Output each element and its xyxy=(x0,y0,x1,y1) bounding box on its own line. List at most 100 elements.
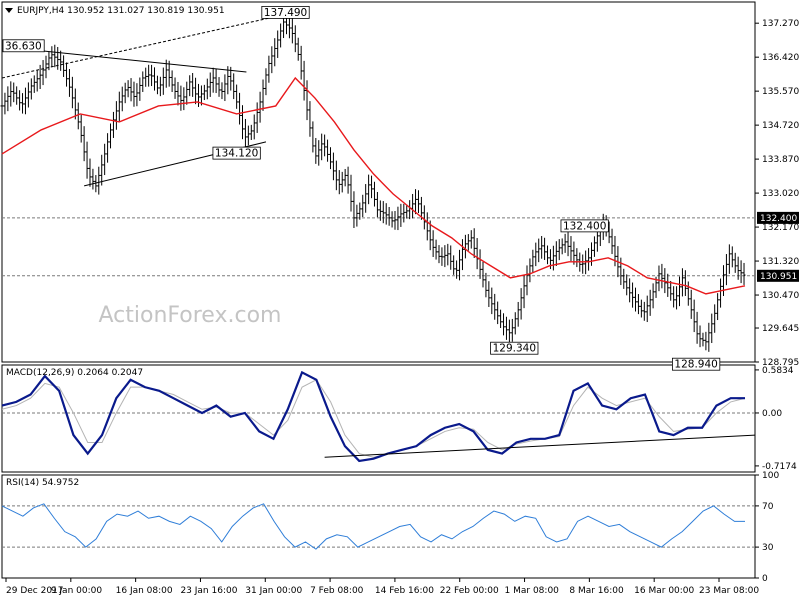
price-bar xyxy=(390,211,394,228)
price-bar xyxy=(560,238,564,255)
x-axis-tick-label: 8 Mar 16:00 xyxy=(569,586,624,596)
price-bar xyxy=(3,92,7,115)
price-bar xyxy=(38,64,42,90)
price-bar xyxy=(79,114,83,143)
price-bar xyxy=(67,69,71,97)
price-bar xyxy=(144,67,148,87)
price-bar xyxy=(120,86,124,112)
price-bar xyxy=(197,83,201,107)
moving-average-line xyxy=(1,76,746,295)
price-annotation-label: 132.400 xyxy=(563,220,606,232)
price-bar xyxy=(340,171,344,193)
x-axis-tick-label: 23 Jan 16:00 xyxy=(180,586,237,596)
macd-y-tick-label: 0.00 xyxy=(762,409,782,419)
price-bar xyxy=(334,160,338,191)
price-bar xyxy=(270,46,274,74)
price-bar xyxy=(393,210,397,230)
price-bar xyxy=(458,249,462,281)
price-bar xyxy=(173,77,177,99)
price-bar xyxy=(56,46,60,70)
price-bar xyxy=(628,278,632,303)
price-bar xyxy=(15,86,19,105)
price-bar xyxy=(513,312,517,335)
macd-y-tick-label: 0.5834 xyxy=(762,366,794,376)
price-bar xyxy=(255,102,259,133)
price-annotation-box xyxy=(212,146,261,160)
price-y-tick-label: 131.320 xyxy=(762,257,799,267)
price-bar xyxy=(639,299,643,318)
price-bar xyxy=(499,309,503,328)
price-bar xyxy=(642,301,646,321)
price-bar xyxy=(493,293,497,320)
price-bar xyxy=(164,59,168,88)
price-bar xyxy=(631,282,635,308)
price-bar xyxy=(405,204,409,219)
x-axis-tick-label: 14 Feb 16:00 xyxy=(375,586,434,596)
price-bar xyxy=(742,262,746,285)
price-bar xyxy=(387,207,391,226)
price-bar xyxy=(123,82,127,104)
price-bar xyxy=(103,143,107,176)
price-bar xyxy=(452,255,456,275)
price-bar xyxy=(167,60,171,87)
price-bar xyxy=(636,294,640,315)
price-annotation-label: 36.630 xyxy=(5,40,42,52)
price-bar xyxy=(252,114,256,140)
price-bar xyxy=(23,87,27,115)
x-axis-tick-label: 1 Mar 08:00 xyxy=(505,586,560,596)
rsi-y-tick-label: 30 xyxy=(762,543,774,553)
x-axis-tick-label: 22 Feb 00:00 xyxy=(440,586,499,596)
price-bar xyxy=(35,69,39,92)
price-bar xyxy=(296,37,300,61)
rsi-y-tick-label: 70 xyxy=(762,502,774,512)
price-bar xyxy=(109,123,113,149)
price-bar xyxy=(282,14,286,39)
price-bar xyxy=(554,241,558,266)
price-bar xyxy=(26,82,30,108)
price-bar xyxy=(504,316,508,340)
price-bar xyxy=(472,228,476,258)
price-bar xyxy=(170,70,174,92)
price-bar xyxy=(466,234,470,251)
price-bar xyxy=(378,200,382,221)
price-bar xyxy=(727,244,731,274)
price-bar xyxy=(358,202,362,220)
price-y-tick-label: 132.170 xyxy=(762,223,799,233)
price-bar xyxy=(622,268,626,289)
price-bar xyxy=(625,274,629,296)
price-bar xyxy=(32,75,36,93)
x-axis-tick-label: 16 Jan 08:00 xyxy=(116,586,173,596)
price-y-tick-label: 135.570 xyxy=(762,87,799,97)
price-bar xyxy=(276,30,280,58)
price-bar xyxy=(337,170,341,195)
price-bar xyxy=(100,154,104,186)
price-bar xyxy=(692,299,696,333)
price-bar xyxy=(710,313,714,344)
rsi-title: RSI(14) 54.9752 xyxy=(6,478,79,488)
price-bar xyxy=(666,273,670,297)
price-bar xyxy=(191,73,195,97)
price-bar xyxy=(648,289,652,316)
price-bar xyxy=(689,289,693,319)
price-annotation-label: 137.490 xyxy=(264,7,307,19)
price-bar xyxy=(540,236,544,259)
price-bar xyxy=(21,93,25,114)
price-bar xyxy=(114,101,118,130)
price-bar xyxy=(569,236,573,262)
price-bar xyxy=(202,84,206,101)
price-bar xyxy=(449,245,453,270)
price-bar xyxy=(188,75,192,97)
price-bar xyxy=(490,287,494,315)
price-bar xyxy=(317,140,321,166)
price-bar xyxy=(240,105,244,140)
price-bar xyxy=(651,283,655,309)
price-bar xyxy=(543,237,547,260)
price-bar xyxy=(355,204,359,227)
price-bar xyxy=(62,55,66,77)
price-bar xyxy=(264,68,268,96)
price-bar xyxy=(246,125,250,146)
price-bar xyxy=(211,67,215,93)
price-bar xyxy=(546,245,550,265)
price-bar xyxy=(214,68,218,94)
